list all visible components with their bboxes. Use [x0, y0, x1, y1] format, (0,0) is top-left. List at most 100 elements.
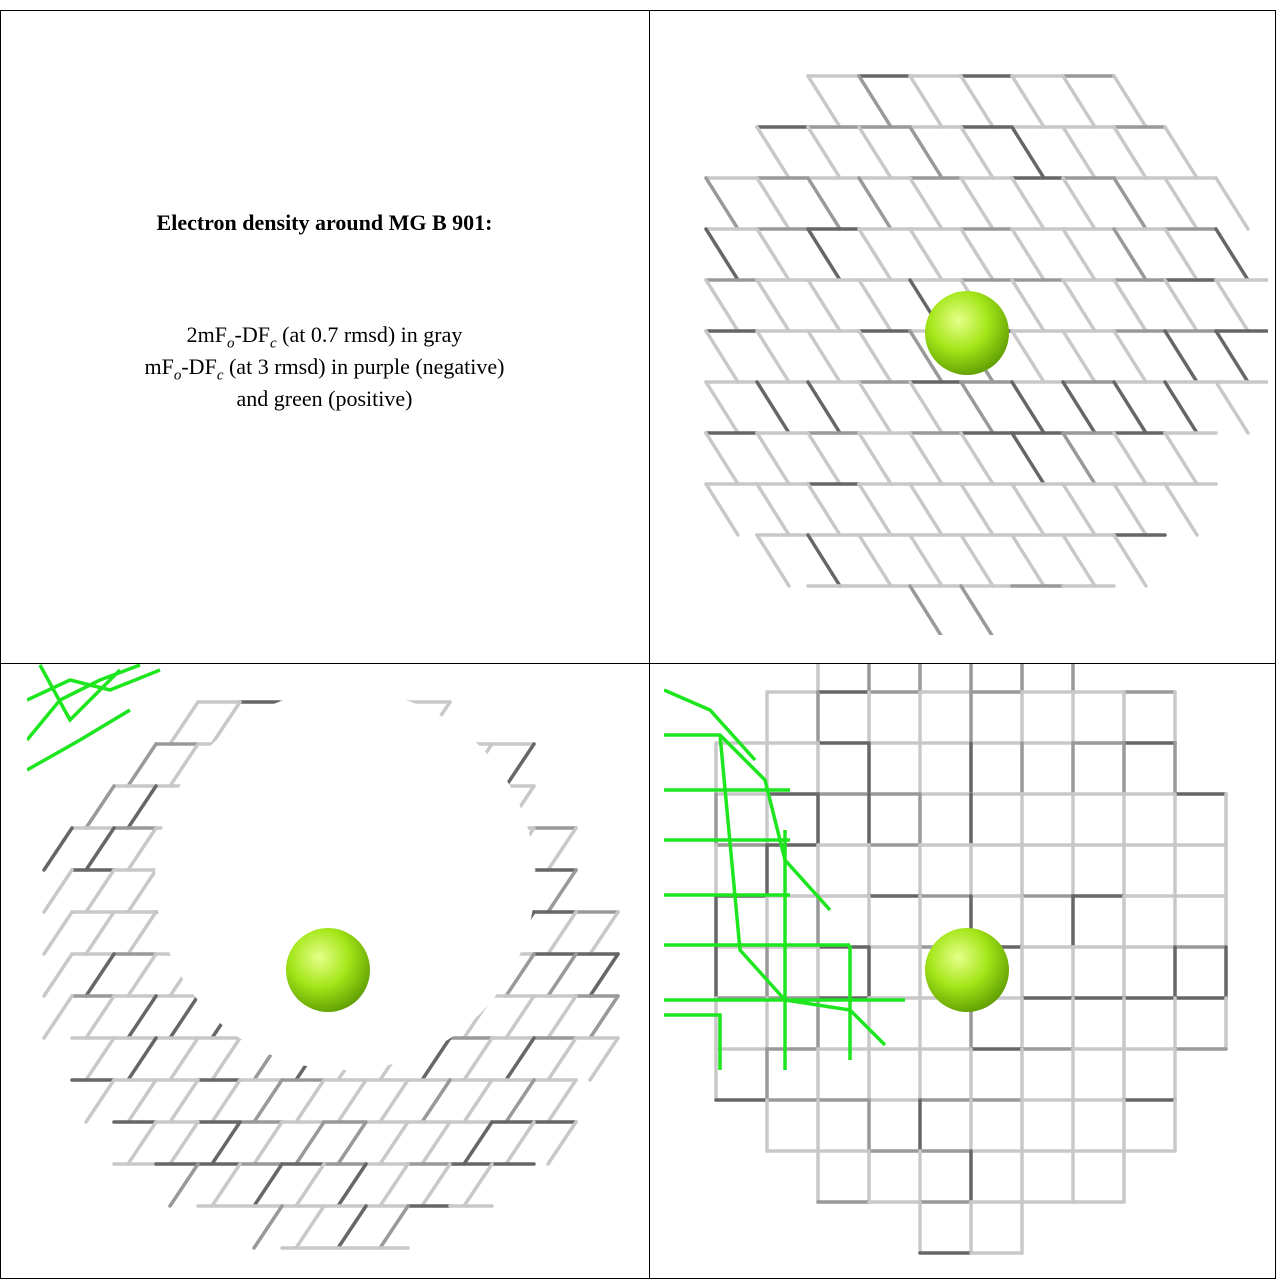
- mesh-edge: [857, 380, 893, 435]
- mesh-edge: [806, 533, 842, 588]
- mesh-edge: [1112, 125, 1148, 180]
- mesh-edge: [664, 733, 832, 912]
- mesh-edge: [294, 1078, 326, 1124]
- mesh-edge: [1112, 533, 1148, 588]
- mesh-edge: [84, 1036, 116, 1082]
- mesh-edge: [546, 1078, 578, 1124]
- mesh-edge: [857, 482, 893, 537]
- mesh-edge: [806, 482, 842, 537]
- mesh-edge: [1061, 278, 1097, 333]
- mesh-edge: [1214, 227, 1250, 282]
- mesh-edge: [27, 708, 131, 772]
- mesh-edge: [1061, 227, 1097, 282]
- mesh-edge: [546, 868, 578, 914]
- mesh-edge: [857, 278, 893, 333]
- mesh-edge: [1112, 74, 1148, 129]
- mesh-edge: [1112, 431, 1148, 486]
- mesh-edge: [210, 1120, 242, 1166]
- mesh-edge: [908, 584, 943, 635]
- density-mesh: [704, 74, 1268, 635]
- mesh-edge: [1010, 482, 1046, 537]
- mesh-edge: [252, 1204, 284, 1250]
- mesh-edge: [546, 952, 578, 998]
- mesh-edge: [462, 1120, 494, 1166]
- mesh-edge: [84, 952, 116, 998]
- mesh-edge: [252, 1120, 284, 1166]
- caption-subscript: o: [173, 367, 182, 384]
- mesh-edge: [908, 227, 944, 282]
- mesh-edge: [126, 1036, 158, 1082]
- mesh-edge: [704, 278, 740, 333]
- mesh-edge: [168, 1036, 200, 1082]
- mesh-edge: [959, 431, 995, 486]
- mesh-edge: [27, 668, 161, 702]
- mesh-edge: [462, 1162, 494, 1208]
- mesh-edge: [378, 1078, 410, 1124]
- mesh-edge: [908, 533, 944, 588]
- mesh-edge: [704, 227, 740, 282]
- mesh-edge: [1163, 482, 1199, 537]
- caption-text: (at 0.7 rmsd) in gray: [276, 322, 463, 347]
- mesh-edge: [755, 176, 791, 231]
- mesh-edge: [1112, 380, 1148, 435]
- mesh-edge: [959, 125, 995, 180]
- mesh-edge: [1061, 482, 1097, 537]
- mesh-edge: [1112, 278, 1148, 333]
- mesh-edge: [1163, 329, 1199, 384]
- mesh-edge: [1214, 176, 1250, 231]
- mesh-edge: [1163, 125, 1199, 180]
- mesh-edge: [504, 1078, 536, 1124]
- mesh-edge: [588, 1036, 620, 1082]
- caption-subscript: o: [227, 335, 235, 352]
- mesh-edge: [1112, 329, 1148, 384]
- mesh-edge: [806, 431, 842, 486]
- mesh-edge: [755, 329, 791, 384]
- mesh-edge: [210, 1078, 242, 1124]
- mesh-edge: [504, 1036, 536, 1082]
- mesh-edge: [1061, 329, 1097, 384]
- caption-subscript: c: [216, 367, 224, 384]
- mesh-edge: [294, 1162, 326, 1208]
- mesh-edge: [959, 74, 995, 129]
- mesh-edge: [84, 826, 116, 872]
- mesh-edge: [908, 176, 944, 231]
- mesh-edge: [126, 1078, 158, 1124]
- caption-line: and green (positive): [0, 386, 649, 412]
- caption-text: 2mF: [186, 322, 227, 347]
- mesh-edge: [755, 380, 791, 435]
- mesh-edge: [336, 1162, 368, 1208]
- mesh-edge: [126, 1120, 158, 1166]
- mesh-edge: [704, 329, 740, 384]
- mesh-edge: [664, 1013, 722, 1070]
- mesh-edge: [755, 482, 791, 537]
- mesh-edge: [1163, 176, 1199, 231]
- mesh-edge: [546, 994, 578, 1040]
- mesh-edge: [42, 910, 74, 956]
- mesh-edge: [908, 380, 944, 435]
- difference-mesh: [27, 664, 161, 772]
- mesh-edge: [546, 910, 578, 956]
- caption-line: 2mFo-DFc (at 0.7 rmsd) in gray: [0, 322, 649, 352]
- mesh-edge: [857, 125, 893, 180]
- mesh-edge: [168, 1078, 200, 1124]
- mesh-edge: [84, 910, 116, 956]
- mesh-edge: [755, 278, 791, 333]
- mesh-edge: [504, 1120, 536, 1166]
- mesh-edge: [126, 910, 158, 956]
- mesh-edge: [908, 482, 944, 537]
- mesh-edge: [959, 584, 994, 635]
- mesh-edge: [546, 826, 578, 872]
- mesh-edge: [857, 329, 893, 384]
- mesh-edge: [806, 329, 842, 384]
- mesh-edge: [27, 664, 141, 742]
- mesh-edge: [857, 176, 893, 231]
- mesh-edge: [588, 952, 620, 998]
- mesh-edge: [1061, 74, 1097, 129]
- caption-text: -DF: [181, 354, 217, 379]
- mesh-edge: [462, 1036, 494, 1082]
- mesh-edge: [1163, 431, 1199, 486]
- mesh-edge: [546, 1120, 578, 1166]
- mesh-edge: [1010, 329, 1046, 384]
- mesh-edge: [210, 700, 242, 746]
